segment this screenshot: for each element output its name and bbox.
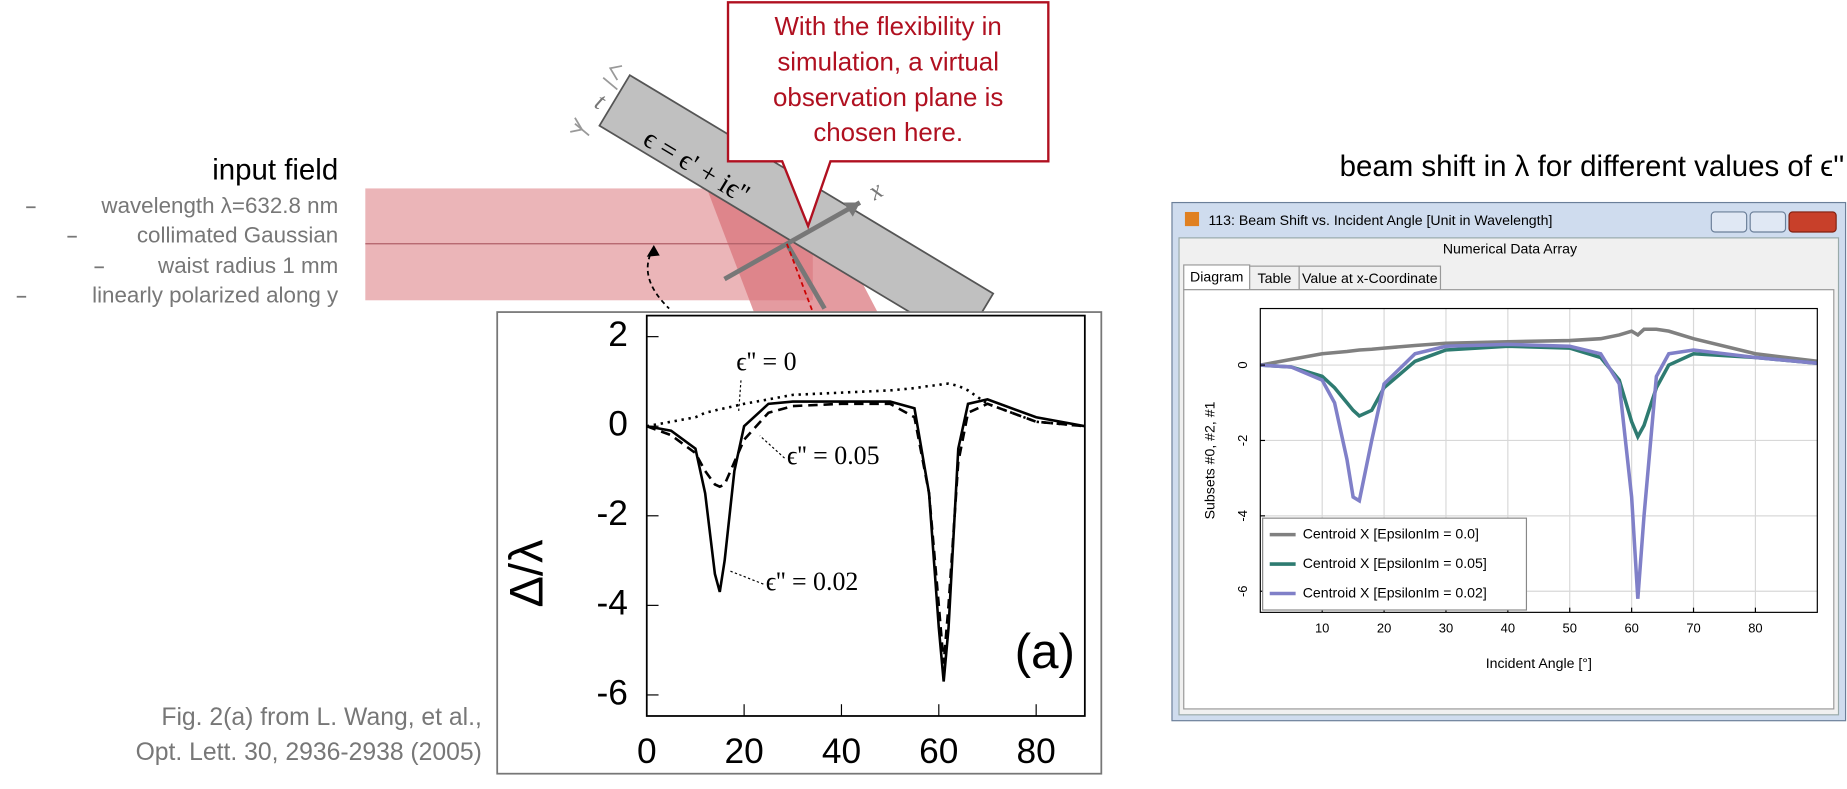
x-axis-label: x bbox=[862, 175, 888, 207]
y-tick-label: 2 bbox=[608, 315, 628, 354]
callout-line: With the flexibility in bbox=[774, 13, 1001, 41]
x-tick-label: 20 bbox=[724, 732, 763, 771]
x-tick-label: 80 bbox=[1748, 620, 1762, 635]
y-tick-label: 0 bbox=[1235, 361, 1250, 368]
input-title: input field bbox=[212, 154, 338, 187]
legend-box bbox=[1262, 517, 1528, 611]
input-item: waist radius 1 mm bbox=[157, 253, 338, 278]
x-tick-label: 60 bbox=[919, 732, 958, 771]
x-tick-label: 0 bbox=[637, 732, 657, 771]
y-axis-label: Δ/λ bbox=[500, 539, 553, 608]
tab-label: Value at x-Coordinate bbox=[1302, 270, 1438, 286]
y-tick-label: -6 bbox=[1235, 585, 1250, 597]
chart-title: beam shift in λ for different values of … bbox=[1340, 150, 1845, 183]
y-tick-label: 0 bbox=[608, 405, 628, 444]
series-line bbox=[646, 402, 1085, 664]
bullets bbox=[16, 206, 104, 298]
series-label: ϵ'' = 0 bbox=[736, 347, 796, 376]
caption: Fig. 2(a) from L. Wang, et al., bbox=[161, 704, 482, 731]
series-line bbox=[1260, 344, 1818, 441]
legend-label: Centroid X [EpsilonIm = 0.05] bbox=[1303, 555, 1487, 571]
input-item: wavelength λ=632.8 nm bbox=[100, 193, 338, 218]
x-tick-label: 70 bbox=[1686, 620, 1700, 635]
callout: With the flexibility in simulation, a vi… bbox=[726, 1, 1050, 230]
callout-line: simulation, a virtual bbox=[777, 48, 999, 76]
input-item: linearly polarized along y bbox=[92, 283, 339, 308]
x-tick-label: 10 bbox=[1315, 620, 1329, 635]
series-label-arrow bbox=[759, 435, 785, 459]
plot-frame bbox=[1259, 307, 1818, 613]
input-item: collimated Gaussian bbox=[137, 223, 338, 248]
window-title: 113: Beam Shift vs. Incident Angle [Unit… bbox=[1208, 212, 1552, 228]
series-label-arrow bbox=[738, 380, 742, 413]
panel-label: (a) bbox=[1015, 624, 1075, 679]
x-tick-label: 60 bbox=[1624, 620, 1638, 635]
series-line bbox=[646, 382, 1085, 428]
series-line bbox=[1260, 342, 1818, 599]
series-line bbox=[646, 398, 1085, 682]
x-tick-label: 50 bbox=[1563, 620, 1577, 635]
figure-frame bbox=[496, 311, 1103, 775]
y-axis-label: Subsets #0, #2, #1 bbox=[1202, 401, 1218, 519]
chart: 10 20 30 40 50 60 70 80 0 -2 -4 -6 beam shift in λ f… bbox=[1202, 150, 1845, 671]
tab[interactable] bbox=[1183, 264, 1251, 291]
series-line bbox=[1260, 327, 1818, 367]
legend-label: Centroid X [EpsilonIm = 0.02] bbox=[1303, 584, 1487, 600]
x-tick-label: 30 bbox=[1439, 620, 1453, 635]
y-tick-label: -4 bbox=[1235, 510, 1250, 522]
minimize-button[interactable] bbox=[1710, 211, 1748, 233]
y-tick-label: -6 bbox=[597, 673, 628, 712]
window-header: Numerical Data Array bbox=[1443, 240, 1578, 256]
series-label-arrow bbox=[730, 570, 764, 585]
series-label: ϵ'' = 0.05 bbox=[787, 441, 880, 470]
window: 113: Beam Shift vs. Incident Angle [Unit… bbox=[1171, 201, 1847, 722]
maximize-button[interactable] bbox=[1749, 211, 1787, 233]
x-tick-label: 40 bbox=[822, 732, 861, 771]
callout-line: chosen here. bbox=[813, 119, 963, 147]
callout-line: observation plane is bbox=[773, 84, 1003, 112]
series-label: ϵ'' = 0.02 bbox=[766, 567, 859, 596]
x-tick-label: 40 bbox=[1501, 620, 1515, 635]
y-tick-label: -2 bbox=[597, 494, 628, 533]
legend-label: Centroid X [EpsilonIm = 0.0] bbox=[1303, 525, 1479, 541]
close-button[interactable] bbox=[1788, 211, 1837, 233]
tab-label: Diagram bbox=[1190, 269, 1243, 285]
x-tick-label: 20 bbox=[1377, 620, 1391, 635]
x-axis-label: Incident Angle [°] bbox=[1486, 655, 1592, 671]
tab-label: Table bbox=[1258, 270, 1292, 286]
caption: Opt. Lett. 30, 2936-2938 (2005) bbox=[136, 739, 482, 766]
y-tick-label: -2 bbox=[1235, 435, 1250, 447]
y-tick-label: -4 bbox=[597, 584, 628, 623]
x-tick-label: 80 bbox=[1017, 732, 1056, 771]
